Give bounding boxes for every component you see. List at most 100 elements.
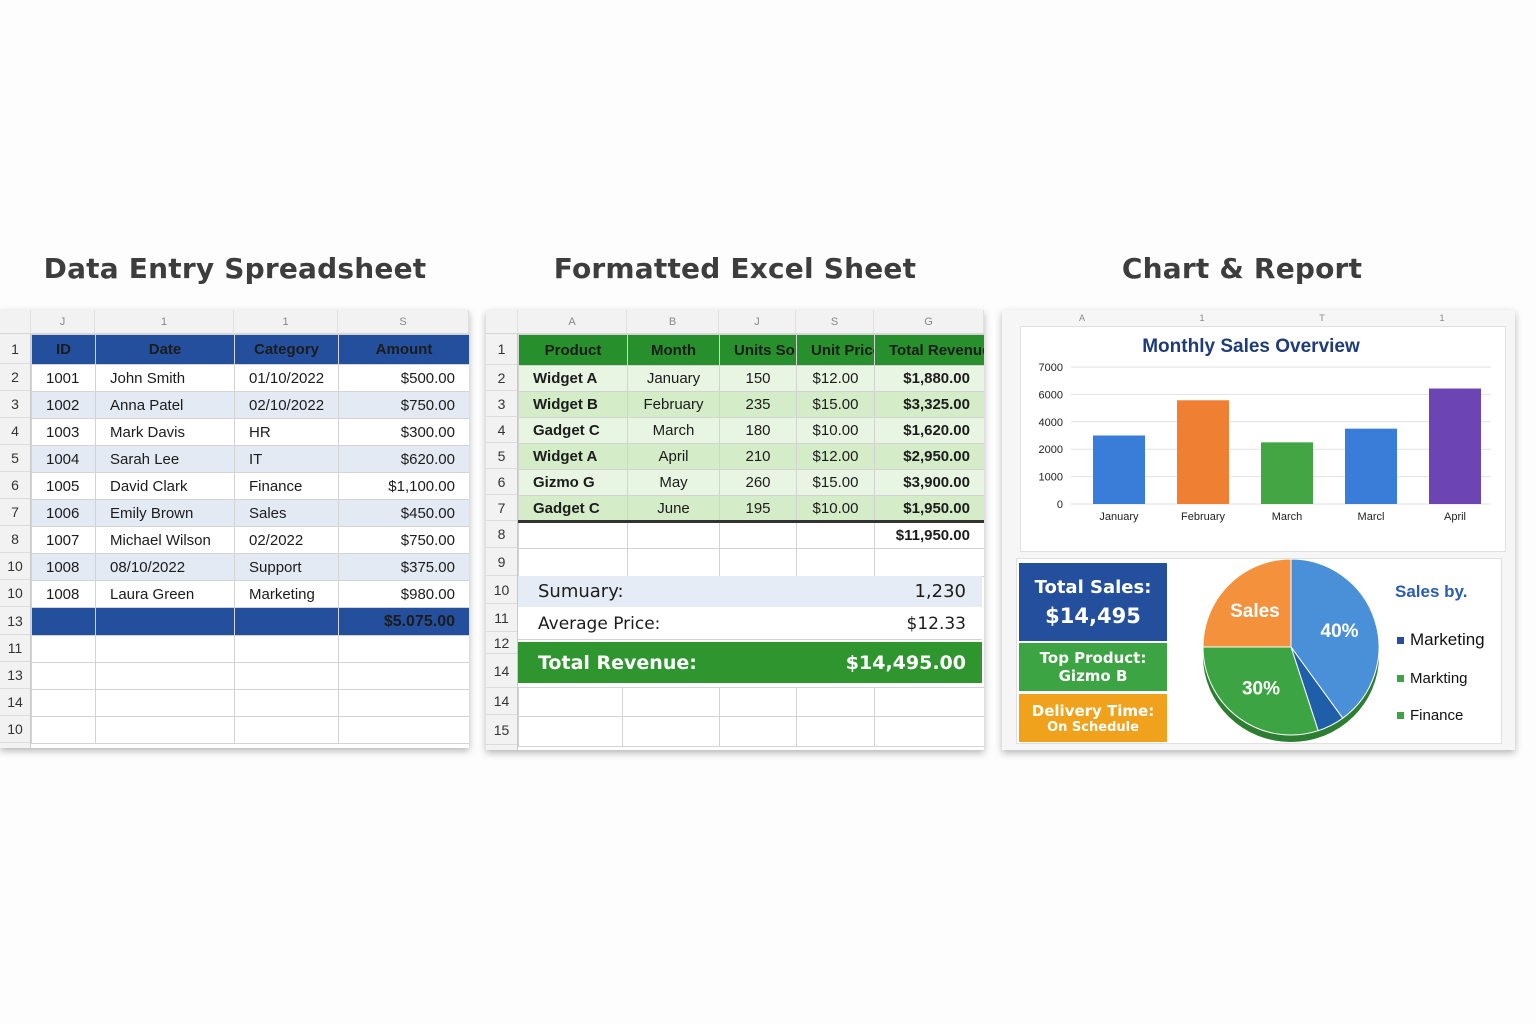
row-number[interactable]: 4 — [0, 418, 30, 445]
cell[interactable]: $3,900.00 — [874, 469, 984, 496]
bar[interactable] — [1429, 388, 1481, 504]
cell[interactable]: $10.00 — [796, 495, 875, 522]
cell[interactable]: IT — [234, 445, 339, 473]
header-cell[interactable]: Total Revenue — [874, 334, 984, 366]
row-number[interactable]: 2 — [486, 365, 517, 391]
cell[interactable]: Sales — [234, 499, 339, 527]
row-number[interactable]: 1 — [486, 334, 517, 365]
column-letter[interactable]: G — [874, 310, 984, 333]
row-number[interactable]: 9 — [486, 548, 517, 576]
cell[interactable]: 260 — [719, 469, 797, 496]
cell[interactable]: $1,100.00 — [338, 472, 469, 500]
row-number[interactable]: 6 — [0, 472, 30, 499]
column-letter[interactable]: 1 — [1439, 313, 1445, 323]
header-cell[interactable]: Units Sold — [719, 334, 797, 366]
cell[interactable]: 235 — [719, 391, 797, 418]
row-number[interactable]: 5 — [486, 443, 517, 469]
column-letter[interactable]: T — [1319, 313, 1325, 323]
row-number[interactable]: 8 — [486, 521, 517, 548]
cell[interactable]: Widget A — [518, 365, 628, 392]
cell[interactable]: $10.00 — [796, 417, 875, 444]
cell[interactable]: $15.00 — [796, 391, 875, 418]
row-number[interactable]: 10 — [0, 580, 30, 607]
row-number[interactable]: 11 — [486, 604, 517, 632]
cell[interactable]: David Clark — [95, 472, 235, 500]
cell[interactable]: John Smith — [95, 364, 235, 392]
header-cell[interactable]: Date — [95, 334, 235, 365]
row-number[interactable]: 11 — [0, 635, 30, 662]
cell[interactable]: 1008 — [31, 553, 96, 581]
cell[interactable]: Finance — [234, 472, 339, 500]
cell[interactable]: Mark Davis — [95, 418, 235, 446]
bar[interactable] — [1093, 435, 1145, 505]
cell[interactable]: 180 — [719, 417, 797, 444]
row-number[interactable]: 10 — [486, 576, 517, 604]
cell[interactable]: $375.00 — [338, 553, 469, 581]
row-number[interactable]: 10 — [0, 716, 30, 743]
cell[interactable]: $12.00 — [796, 365, 875, 392]
column-letter[interactable]: J — [31, 310, 95, 333]
delivery-time-kpi[interactable]: Delivery Time: On Schedule — [1019, 694, 1167, 742]
cell[interactable]: 1004 — [31, 445, 96, 473]
cell[interactable]: 1007 — [31, 526, 96, 554]
cell[interactable]: May — [627, 469, 720, 496]
cell[interactable]: $980.00 — [338, 580, 469, 608]
top-product-kpi[interactable]: Top Product: Gizmo B — [1019, 643, 1167, 691]
cell[interactable]: $3,325.00 — [874, 391, 984, 418]
cell[interactable]: Anna Patel — [95, 391, 235, 419]
header-cell[interactable]: Unit Price — [796, 334, 875, 366]
monthly-sales-bar-chart[interactable]: Monthly Sales Overview 7000 6000 4000 2000 1… — [1021, 327, 1507, 553]
cell[interactable]: March — [627, 417, 720, 444]
row-number[interactable]: 8 — [0, 526, 30, 553]
row-number[interactable]: 12 — [486, 632, 517, 654]
summary-row[interactable]: Sumuary: 1,230 — [518, 576, 982, 607]
row-number[interactable]: 14 — [486, 654, 517, 688]
column-letter[interactable]: S — [338, 310, 469, 333]
cell[interactable]: 01/10/2022 — [234, 364, 339, 392]
cell[interactable]: 1006 — [31, 499, 96, 527]
cell[interactable]: $750.00 — [338, 391, 469, 419]
cell[interactable]: $1,950.00 — [874, 495, 984, 522]
header-cell[interactable]: Amount — [338, 334, 469, 365]
column-letter[interactable]: A — [1078, 313, 1085, 323]
cell[interactable]: $450.00 — [338, 499, 469, 527]
cell[interactable]: Widget B — [518, 391, 628, 418]
cell[interactable]: 1005 — [31, 472, 96, 500]
row-number[interactable]: 7 — [0, 499, 30, 526]
row-number[interactable]: 1 — [0, 334, 30, 364]
cell[interactable]: Laura Green — [95, 580, 235, 608]
pie-slice[interactable] — [1202, 559, 1292, 648]
cell[interactable]: Emily Brown — [95, 499, 235, 527]
subtotal-cell[interactable]: $11,950.00 — [874, 521, 984, 549]
row-number[interactable]: 7 — [486, 495, 517, 521]
cell[interactable]: February — [627, 391, 720, 418]
header-cell[interactable]: ID — [31, 334, 96, 365]
header-cell[interactable]: Product — [518, 334, 628, 366]
sales-pie-chart[interactable]: 40% 30% Sales Sales by. Marketing Markting F… — [1185, 559, 1501, 745]
column-letter[interactable]: 1 — [95, 310, 234, 333]
column-letter[interactable]: J — [719, 310, 796, 333]
row-number[interactable]: 10 — [0, 553, 30, 580]
column-letter[interactable]: 1 — [1199, 313, 1205, 323]
cell[interactable]: Gadget C — [518, 417, 628, 444]
column-letter[interactable]: 1 — [234, 310, 338, 333]
cell[interactable]: Michael Wilson — [95, 526, 235, 554]
row-number[interactable]: 14 — [0, 689, 30, 716]
cell[interactable]: 1001 — [31, 364, 96, 392]
cell[interactable]: January — [627, 365, 720, 392]
total-amount[interactable]: $5.075.00 — [338, 607, 469, 636]
cell[interactable]: 1003 — [31, 418, 96, 446]
row-number[interactable]: 5 — [0, 445, 30, 472]
cell[interactable]: 210 — [719, 443, 797, 470]
cell[interactable]: 150 — [719, 365, 797, 392]
cell[interactable]: $15.00 — [796, 469, 875, 496]
cell[interactable]: $500.00 — [338, 364, 469, 392]
bar[interactable] — [1177, 400, 1229, 504]
cell[interactable]: Widget A — [518, 443, 628, 470]
cell[interactable]: $2,950.00 — [874, 443, 984, 470]
cell[interactable]: June — [627, 495, 720, 522]
row-number[interactable]: 14 — [486, 688, 517, 715]
header-cell[interactable]: Category — [234, 334, 339, 365]
pie-slice[interactable] — [1202, 646, 1319, 736]
cell[interactable]: 195 — [719, 495, 797, 522]
